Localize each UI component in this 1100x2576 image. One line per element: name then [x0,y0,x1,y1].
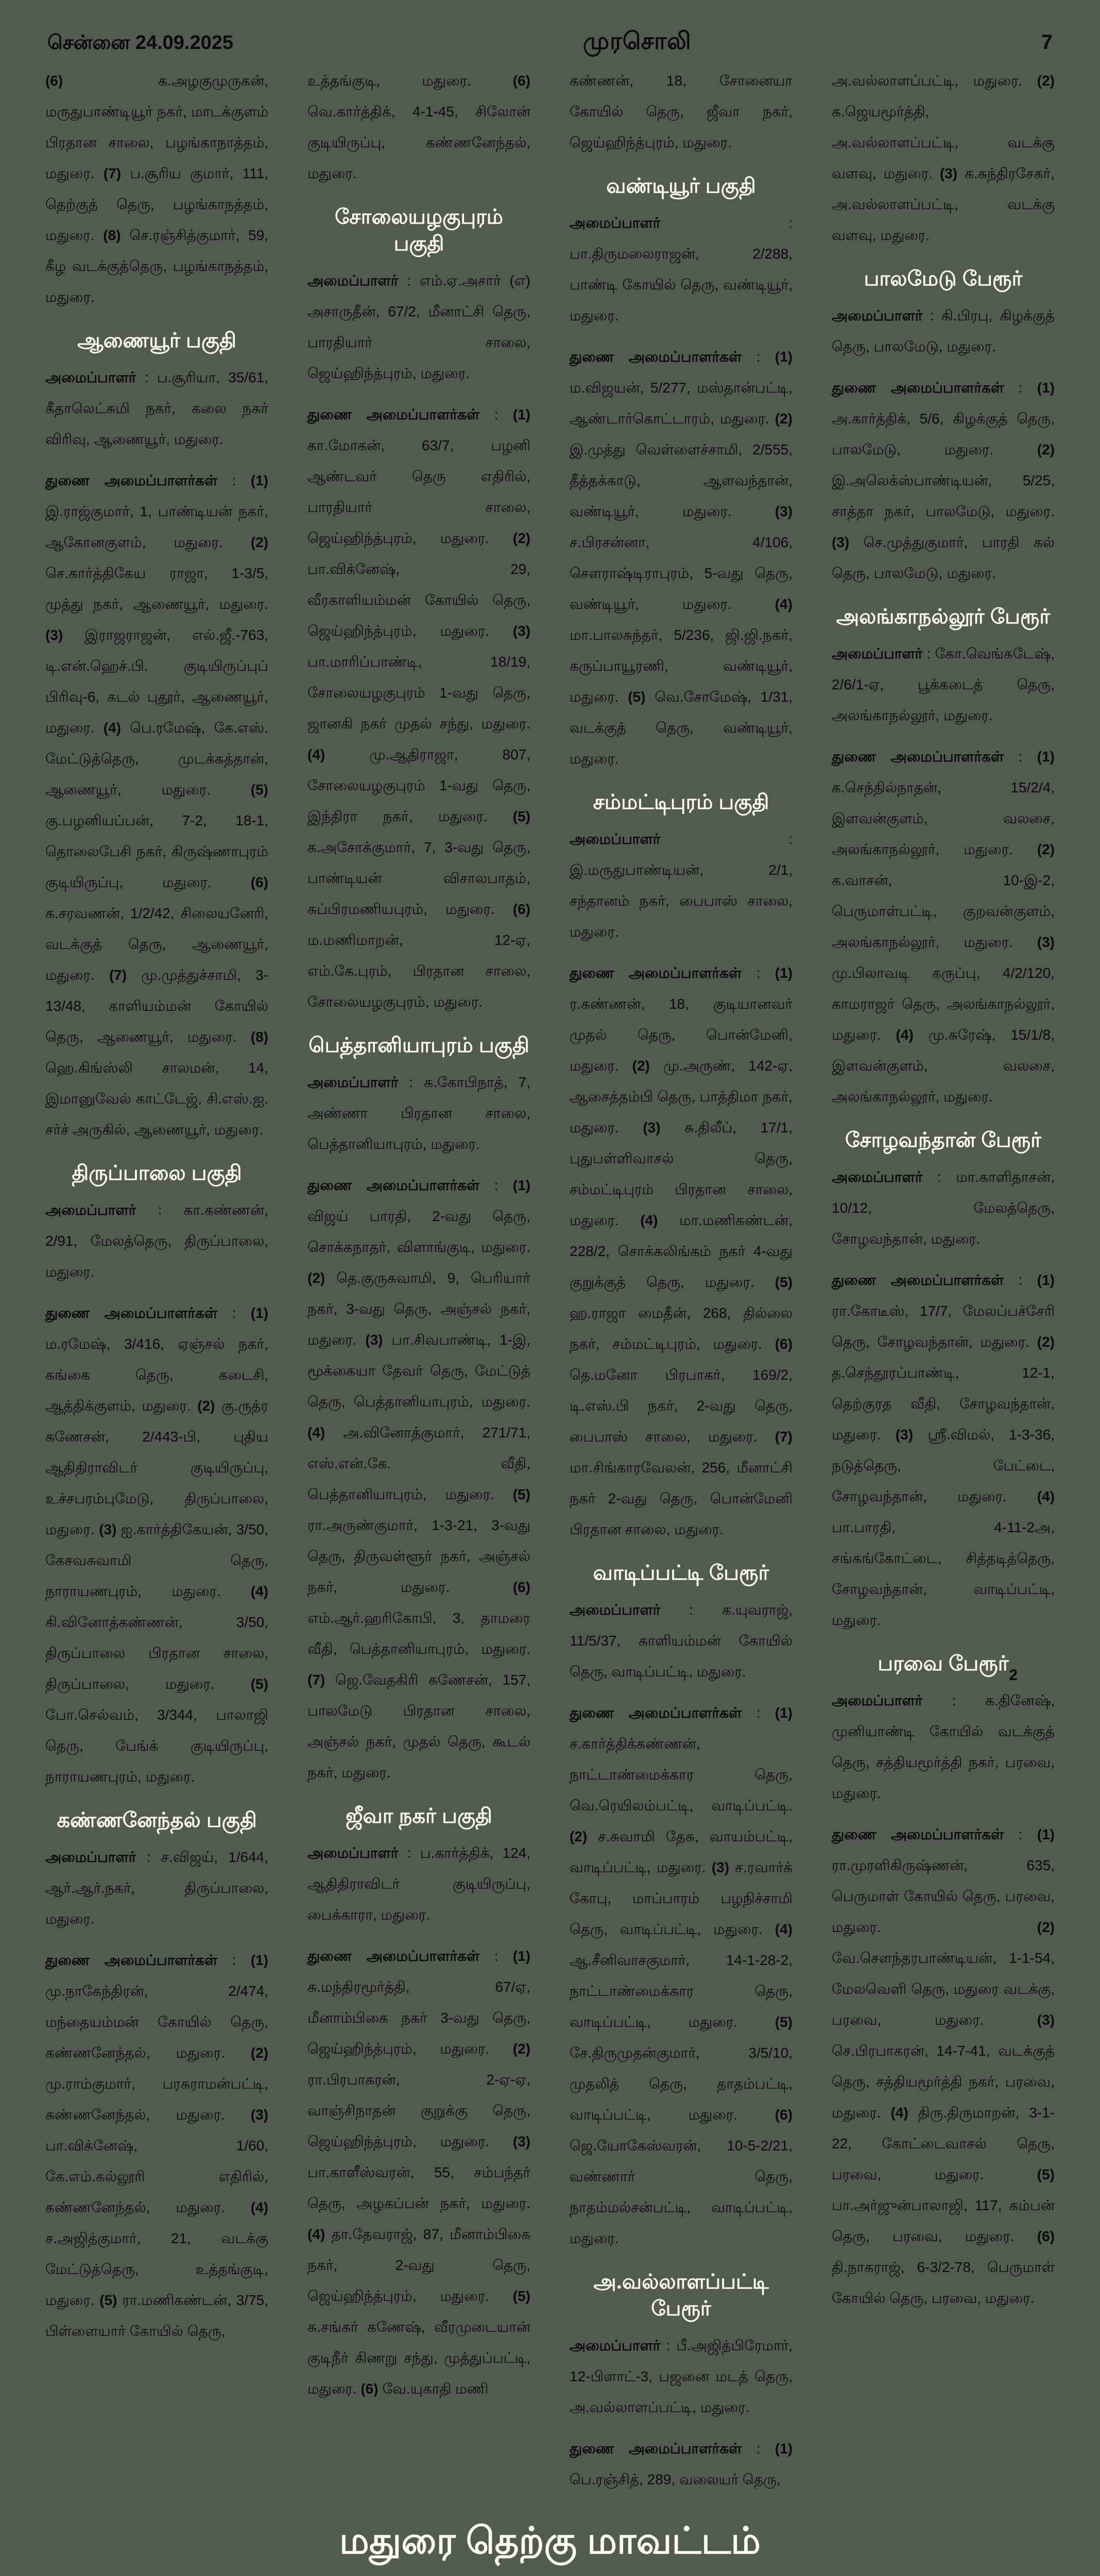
organizer-paragraph: அமைப்பாளர் : க.தினேஷ், முனியாண்டி கோயில்… [832,1692,1055,1801]
deputies-paragraph: துணை அமைப்பாளர்கள் : (1) கா.மோகன், 63/7,… [307,406,530,1010]
page-header: சென்னை 24.09.2025 முரசொலி 7 [0,0,1100,62]
organizer-paragraph: அமைப்பாளர் : கோ.வெங்கடேஷ், 2/6/1-ஏ, பூக்… [832,646,1055,723]
masthead-title: முரசொலி [582,27,692,54]
corner-page-number: 2 [1009,1667,1018,1684]
news-column-3: (2) ப.சுலைமான்கான், தெற்குத் தெரு, சூளிப… [570,2570,793,2576]
section-heading: ஜீவா நகர் பகுதி [346,1805,492,1827]
news-column-1: உசிலம்பட்டி வடக்கு ஒன்றியம்அமைப்பாளர் : … [45,2570,268,2576]
organizer-paragraph: அமைப்பாளர் : பீ.அஜித்பிரேமார், 12-பிளாட்… [570,2337,793,2415]
organizer-paragraph: அமைப்பாளர் : பா.திருமலைராஜன், 2/288, பாண… [570,215,793,324]
deputies-paragraph: துணை அமைப்பாளர்கள் : (1) அ.கார்த்திக், 5… [832,380,1055,581]
bottom-section: உசிலம்பட்டி வடக்கு ஒன்றியம்அமைப்பாளர் : … [0,2567,1100,2576]
section-heading: அலங்காநல்லூர் பேரூர் [836,605,1051,628]
district-heading: மதுரை தெற்கு மாவட்டம் [339,2520,761,2562]
deputies-paragraph: துணை அமைப்பாளர்கள் : (1) ச.கார்த்திக்கண்… [570,1705,793,2246]
section-heading: சோலையழகுபுரம் பகுதி [335,206,503,255]
section-heading: சோழவந்தான் பேரூர் [845,1129,1041,1151]
organizer-paragraph: அமைப்பாளர் : ப.சூரியா, 35/61, கீதாலெட்சு… [45,369,268,447]
section-heading: பெத்தானியாபுரம் பகுதி [308,1034,529,1057]
section-heading: திருப்பாலை பகுதி [72,1162,242,1184]
city-date: சென்னை 24.09.2025 [47,32,234,54]
organizer-paragraph: அமைப்பாளர் : எம்.ஏ.அசார் (எ) அசாருதீன், … [307,273,530,381]
top-section: (6) க.அழகுமுருகன், மருதுபாண்டியூர் நகர்,… [0,62,1100,2505]
news-column-4: அ.வல்லாளப்பட்டி, மதுரை. (2) க.ஜெயமூர்த்த… [832,65,1055,2505]
continuation-paragraph: கண்ணன், 18, சோனையா கோயில் தெரு, ஜீவா நகர… [570,73,793,150]
section-heading: பாலமேடு பேரூர் [864,267,1023,290]
section-heading: அ.வல்லாளப்பட்டி பேரூர் [593,2270,769,2320]
organizer-paragraph: அமைப்பாளர் : ப.கார்த்திக், 124, ஆதிதிராவ… [307,1845,530,1923]
continuation-paragraph: (2) ப.சுலைமான்கான், தெற்குத் தெரு, சூளிப… [570,2570,793,2576]
deputies-paragraph: துணை அமைப்பாளர்கள் : (1) ம.ரமேஷ், 3/416,… [45,1305,268,1785]
section-heading: வாடிப்பட்டி பேரூர் [593,1562,769,1584]
continuation-paragraph: (6) க.அழகுமுருகன், மருதுபாண்டியூர் நகர்,… [45,73,268,305]
continuation-paragraph: உத்தங்குடி, மதுரை. (6) வெ.கார்த்திக், 4-… [307,73,530,181]
deputies-paragraph: துணை அமைப்பாளர்கள் : (1) மு.நாகேந்திரன்,… [45,1952,268,2339]
deputies-paragraph: துணை அமைப்பாளர்கள் : (1) இ.ராஜ்குமார், 1… [45,472,268,1138]
organizer-paragraph: அமைப்பாளர் : க.கோபிநாத், 7, அண்ணா பிரதான… [307,1074,530,1152]
section-heading: பரவை பேரூர் [878,1652,1009,1675]
section-heading: ஆணையூர் பகுதி [77,329,236,352]
deputies-paragraph: துணை அமைப்பாளர்கள் : (1) க.செந்தில்நாதன்… [832,749,1055,1105]
section-heading: கண்ணனேந்தல் பகுதி [57,1809,257,1832]
organizer-paragraph: அமைப்பாளர் : ச.விஜய், 1/644, ஆர்.ஆர்.நகர… [45,1849,268,1927]
news-column-3: கண்ணன், 18, சோனையா கோயில் தெரு, ஜீவா நகர… [570,65,793,2505]
continuation-paragraph: குமரன், தெற்குத் தெரு, செக்காணூரணி, திரு… [832,2570,1055,2576]
news-column-2: துணை அமைப்பாளர்கள் : (1) க.ஜெயச்சந்திரன்… [307,2570,530,2576]
section-heading: சம்மட்டிபுரம் பகுதி [593,791,769,814]
deputies-paragraph: துணை அமைப்பாளர்கள் : (1) சு.மந்திரமூர்த்… [307,1948,530,2397]
organizer-paragraph: அமைப்பாளர் : க.யுவராஜ், 11/5/37, காளியம்… [570,1602,793,1680]
news-column-1: (6) க.அழகுமுருகன், மருதுபாண்டியூர் நகர்,… [45,65,268,2505]
deputies-paragraph: துணை அமைப்பாளர்கள் : (1) ம.விஜயன், 5/277… [570,349,793,767]
deputies-paragraph: துணை அமைப்பாளர்கள் : (1) க.ஜெயச்சந்திரன்… [307,2570,530,2576]
page-number: 7 [1041,31,1053,54]
news-column-4: குமரன், தெற்குத் தெரு, செக்காணூரணி, திரு… [832,2570,1055,2576]
deputies-paragraph: துணை அமைப்பாளர்கள் : (1) பெ.ரஞ்சித், 289… [570,2441,793,2487]
deputies-paragraph: துணை அமைப்பாளர்கள் : (1) ரா.முரளிகிருஷ்ண… [832,1826,1055,2306]
section-heading: வண்டியூர் பகுதி [606,175,756,197]
deputies-paragraph: துணை அமைப்பாளர்கள் : (1) ரா.கோடீஸ், 17/7… [832,1272,1055,1628]
continuation-paragraph: அ.வல்லாளப்பட்டி, மதுரை. (2) க.ஜெயமூர்த்த… [832,73,1055,243]
deputies-paragraph: துணை அமைப்பாளர்கள் : (1) ர.கண்ணன், 18, க… [570,965,793,1537]
organizer-paragraph: அமைப்பாளர் : கி.பிரபு, கிழக்குத் தெரு, ப… [832,308,1055,354]
organizer-paragraph: அமைப்பாளர் : கா.கண்ணன், 2/91, மேலத்தெரு,… [45,1202,268,1280]
organizer-paragraph: அமைப்பாளர் : இ.மருதுபாண்டியன், 2/1, சந்த… [570,831,793,940]
organizer-paragraph: அமைப்பாளர் : மா.காளிதாசன், 10/12, மேலத்த… [832,1169,1055,1247]
news-column-2: உத்தங்குடி, மதுரை. (6) வெ.கார்த்திக், 4-… [307,65,530,2505]
deputies-paragraph: துணை அமைப்பாளர்கள் : (1) விஜய் பாரதி, 2-… [307,1177,530,1781]
